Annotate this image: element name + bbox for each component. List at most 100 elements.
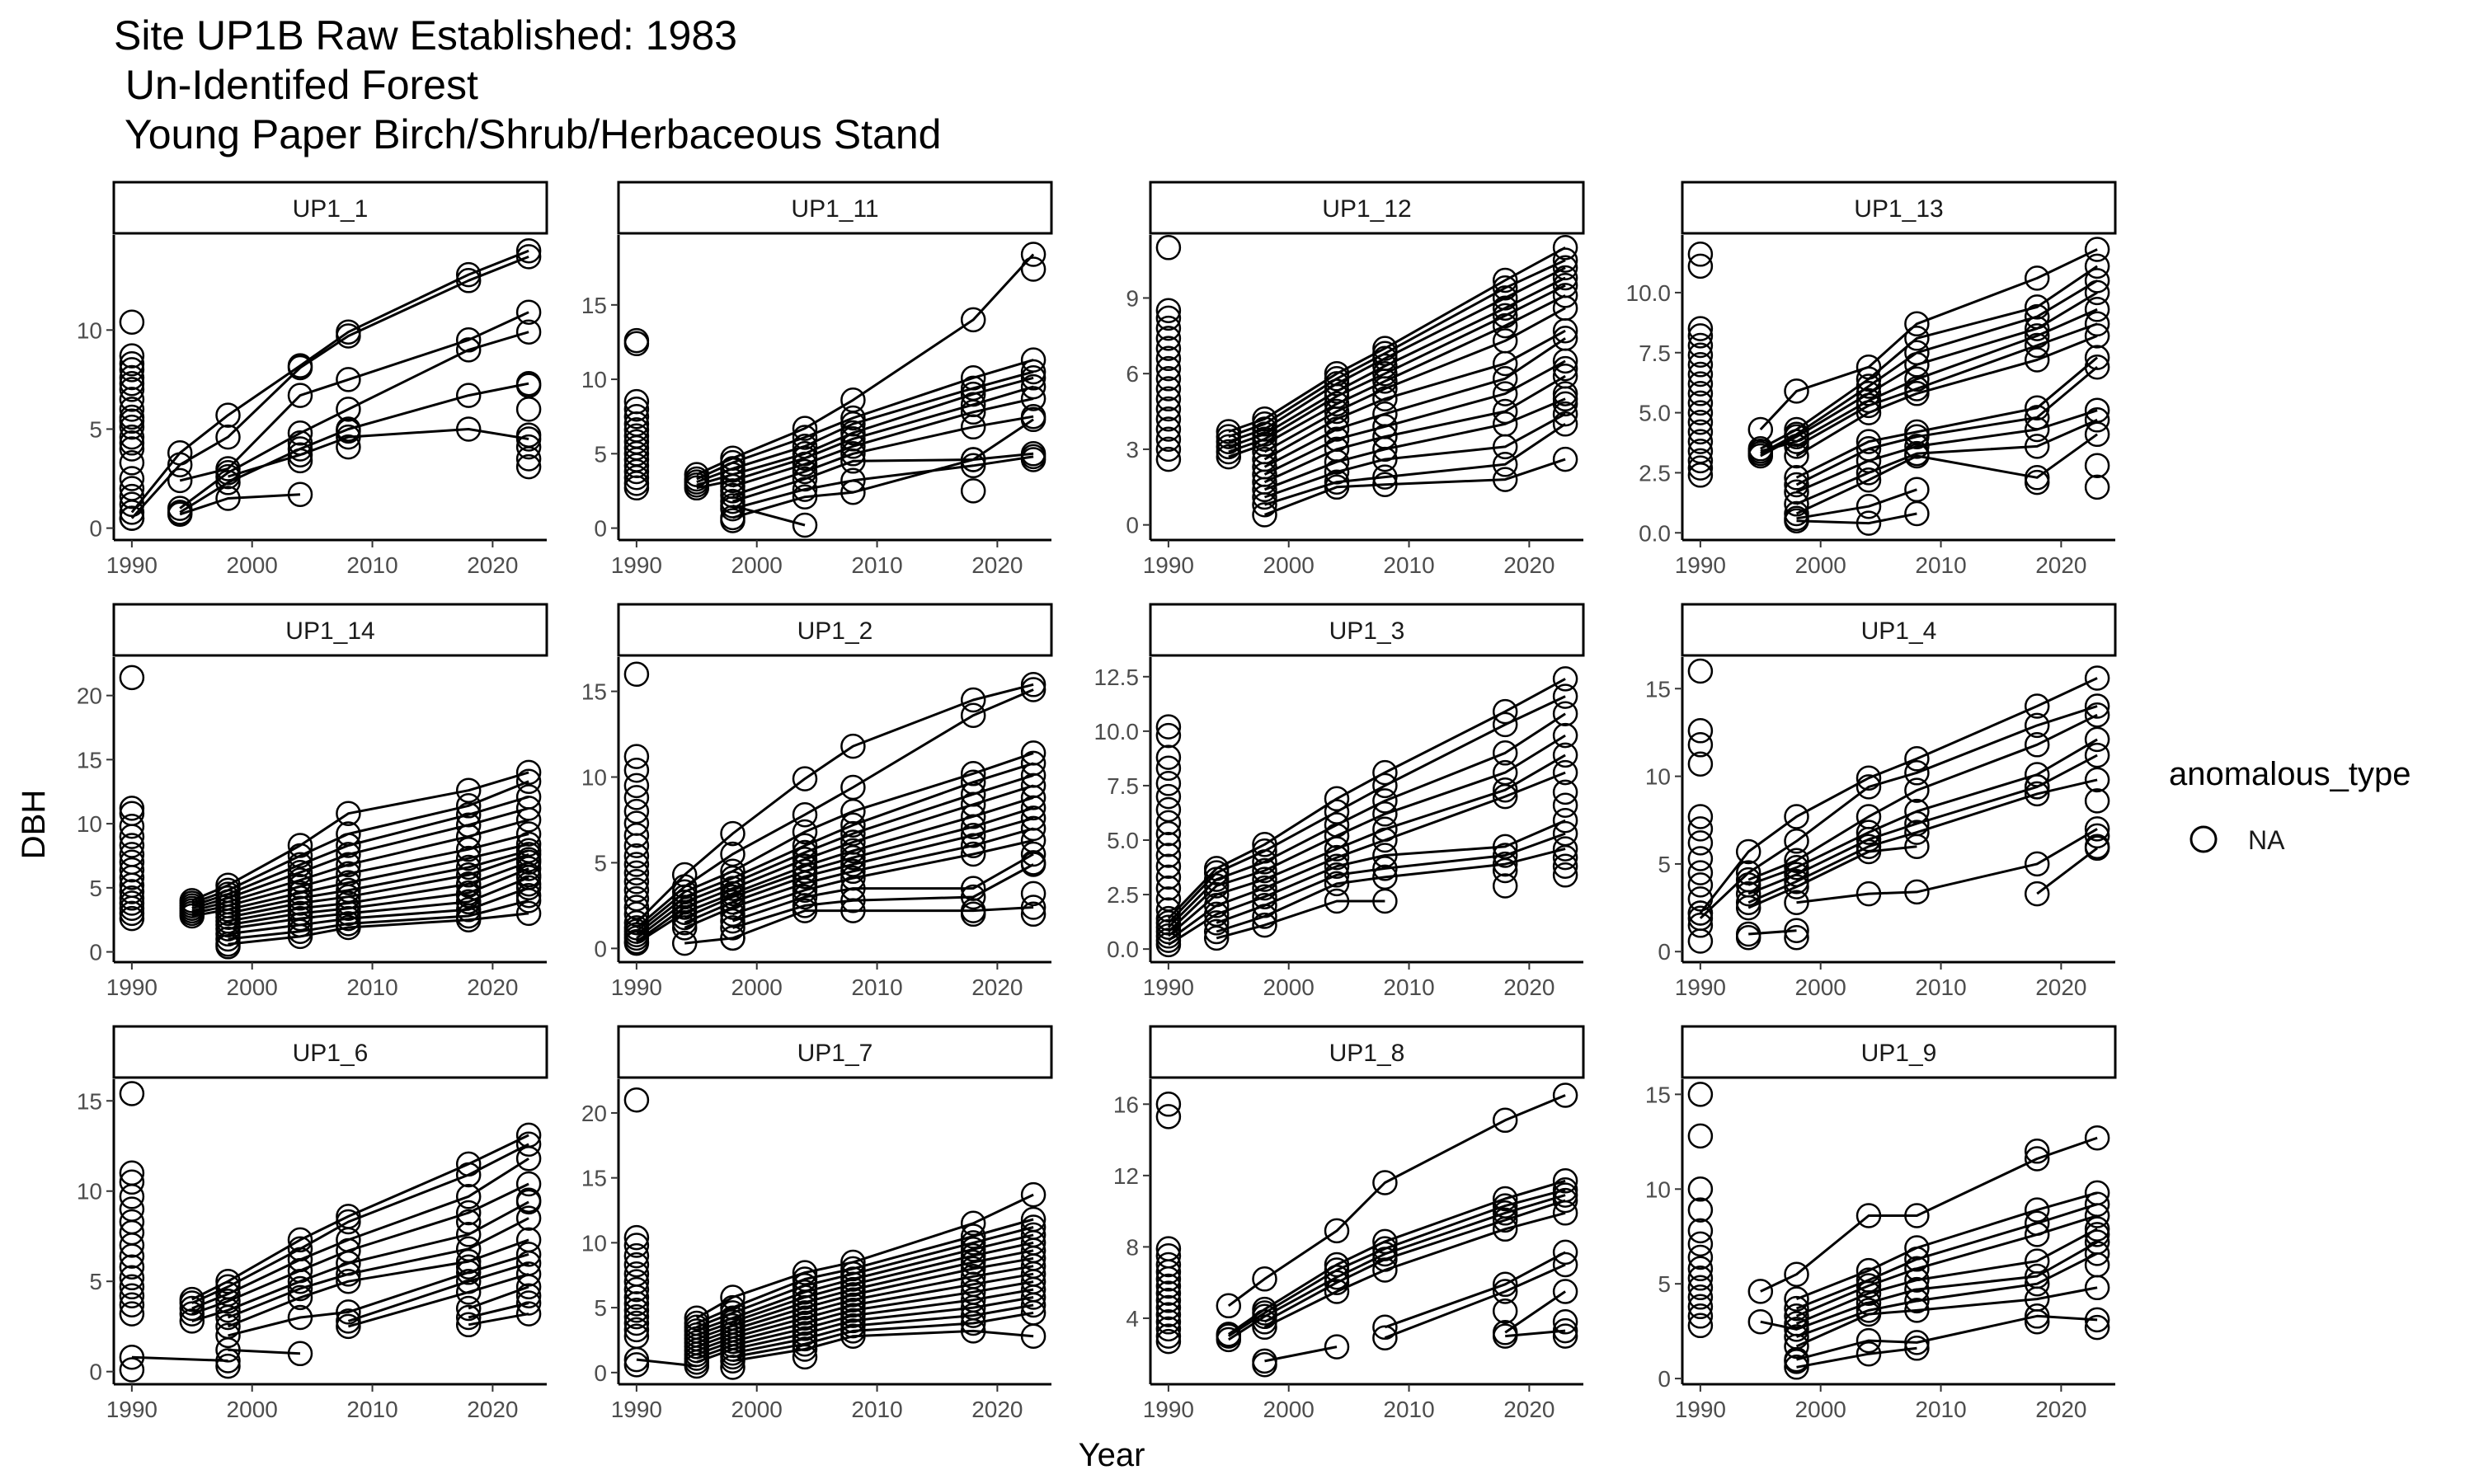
data-point	[455, 268, 482, 294]
data-point	[515, 1187, 542, 1213]
data-point	[515, 1131, 542, 1158]
data-point	[455, 1184, 482, 1209]
data-point	[515, 1242, 542, 1267]
data-point	[623, 930, 650, 956]
data-point	[1252, 893, 1277, 918]
data-point	[1784, 465, 1809, 491]
data-point	[1856, 400, 1882, 425]
data-point	[720, 876, 745, 901]
data-point	[1492, 1216, 1518, 1242]
data-point	[119, 491, 145, 518]
y-tick-label: 5	[1658, 852, 1671, 877]
data-point	[960, 453, 986, 479]
data-point	[1904, 760, 1930, 786]
tree-series-line	[228, 428, 529, 478]
data-point	[215, 402, 241, 428]
data-point	[1904, 443, 1930, 469]
data-point	[623, 757, 650, 783]
tree-series-line	[732, 1303, 1034, 1355]
data-point	[1856, 429, 1882, 454]
data-point	[1784, 874, 1809, 899]
data-point	[1687, 1275, 1714, 1301]
data-point	[1784, 862, 1809, 887]
data-point	[1552, 701, 1578, 726]
data-point	[287, 1227, 313, 1253]
data-point	[623, 869, 650, 895]
data-point	[1324, 888, 1350, 914]
data-point	[1372, 816, 1398, 843]
data-point	[792, 1331, 818, 1357]
data-point	[1784, 1261, 1809, 1287]
tree-series-line	[1263, 359, 1566, 476]
data-point	[1252, 904, 1277, 929]
data-point	[1155, 771, 1182, 796]
x-tick-label: 2020	[467, 552, 518, 578]
data-point	[515, 1301, 542, 1327]
strip-box	[1149, 181, 1585, 235]
data-point	[1687, 1303, 1714, 1329]
data-point	[1856, 774, 1882, 800]
data-point	[1856, 1341, 1882, 1367]
data-point	[840, 1271, 866, 1298]
data-point	[1492, 267, 1518, 294]
data-point	[2084, 1314, 2110, 1341]
strip-box	[1149, 603, 1585, 657]
data-point	[1492, 467, 1518, 492]
tree-series-line	[228, 861, 529, 923]
data-point	[2024, 1308, 2050, 1335]
data-point	[119, 879, 145, 904]
data-point	[1155, 832, 1182, 857]
data-point	[1324, 398, 1350, 425]
chart-title: Site UP1B Raw Established: 1983 Un-Ident…	[114, 12, 941, 157]
data-point	[1372, 856, 1398, 881]
data-point	[1687, 1244, 1714, 1270]
data-point	[1372, 369, 1398, 394]
data-point	[287, 852, 313, 878]
data-point	[1216, 419, 1242, 444]
tree-series-line	[179, 493, 301, 516]
tree-series-line	[732, 838, 1034, 916]
data-point	[515, 1146, 542, 1172]
data-point	[1372, 827, 1398, 853]
data-point	[1155, 436, 1182, 463]
strip-box	[112, 1025, 548, 1079]
data-point	[119, 813, 145, 839]
data-point	[1155, 366, 1182, 392]
data-point	[1904, 1276, 1930, 1303]
x-tick-label: 2010	[1383, 552, 1434, 578]
data-point	[455, 416, 482, 442]
y-tick-label: 20	[77, 683, 102, 709]
data-point	[1687, 1197, 1714, 1223]
tree-series-line	[731, 906, 1034, 940]
strip-box	[1681, 181, 2117, 235]
data-point	[455, 1312, 482, 1338]
data-point	[840, 1261, 866, 1287]
data-point	[1020, 677, 1047, 702]
data-point	[1784, 890, 1809, 915]
data-point	[792, 1294, 818, 1321]
data-point	[1492, 1200, 1518, 1226]
data-point	[1552, 1323, 1578, 1349]
data-point	[720, 457, 745, 483]
data-point	[119, 1184, 145, 1209]
data-point	[2024, 294, 2050, 320]
y-tick-label: 7.5	[1639, 340, 1671, 366]
data-point	[1904, 1203, 1930, 1228]
data-point	[1324, 469, 1350, 495]
data-point	[2084, 1216, 2110, 1242]
data-point	[1372, 336, 1398, 361]
data-point	[1203, 881, 1230, 908]
data-point	[1687, 361, 1714, 387]
tree-series-line	[1263, 337, 1566, 468]
panel-up1-9: UP1_9 1990 2000 2010 2020 0 5 10 15	[1645, 1025, 2117, 1422]
data-point	[792, 1310, 818, 1336]
data-point	[1552, 317, 1578, 344]
x-tick-label: 2010	[851, 974, 902, 1000]
data-point	[455, 836, 482, 862]
data-point	[623, 458, 650, 485]
strip-label: UP1_7	[797, 1040, 873, 1067]
data-point	[1687, 913, 1714, 938]
x-tick-label: 1990	[1143, 1397, 1194, 1422]
data-point	[1492, 851, 1518, 877]
data-point	[1155, 1316, 1182, 1342]
